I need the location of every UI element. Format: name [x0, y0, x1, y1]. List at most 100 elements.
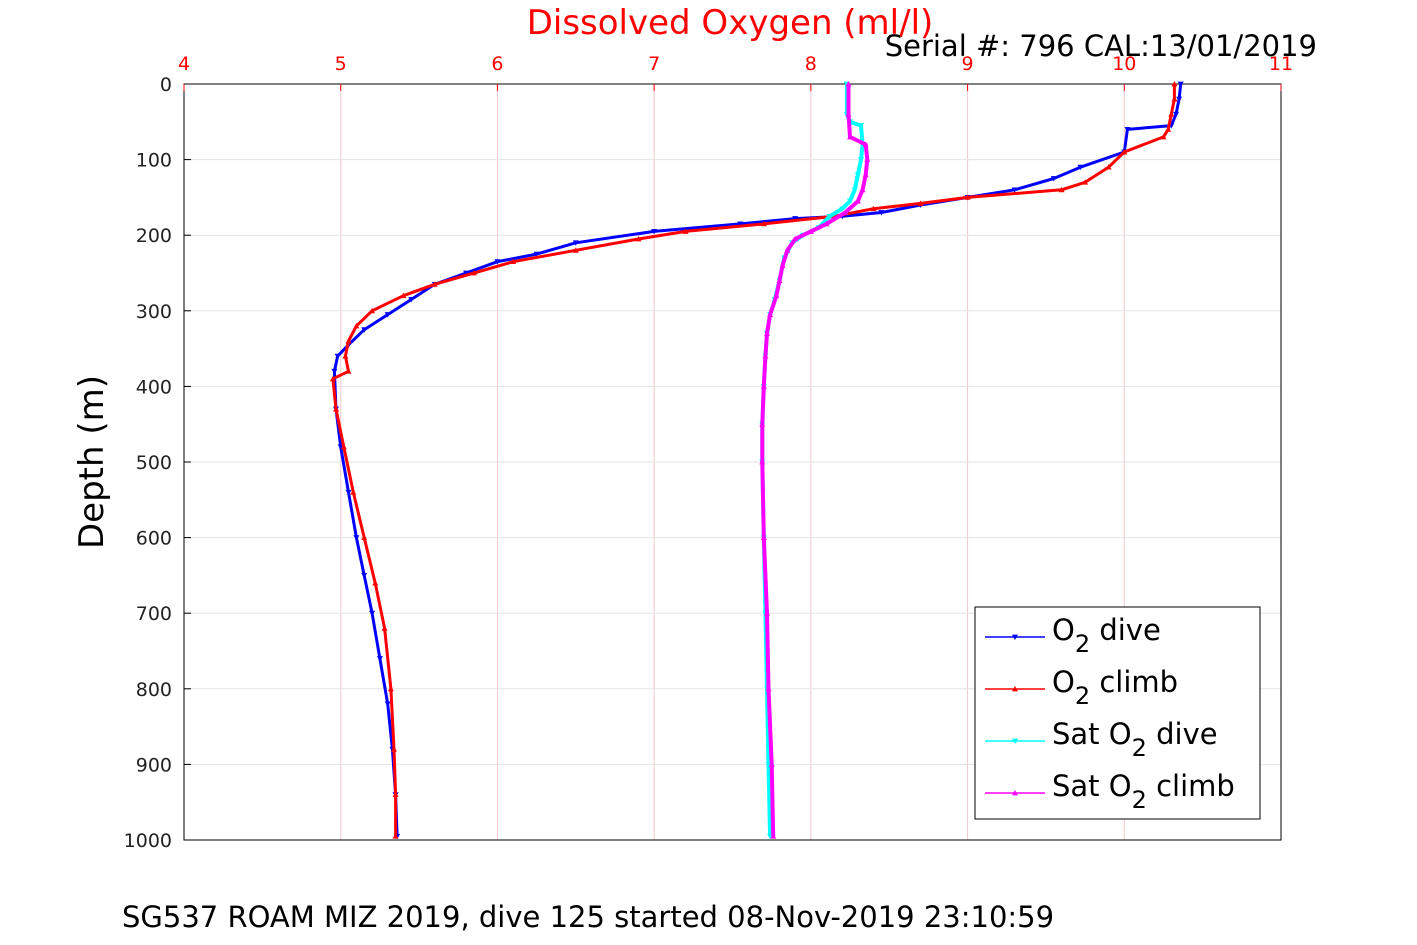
legend-box: [974, 606, 1261, 820]
data-point: [784, 247, 791, 253]
data-point: [858, 123, 865, 129]
legend-label-o2_dive: O2 dive: [1052, 613, 1161, 658]
data-point: [651, 229, 658, 235]
x-tick-label: 10: [1112, 53, 1136, 75]
data-point: [760, 220, 767, 227]
x-tick-label: 4: [178, 53, 190, 75]
data-point: [845, 111, 852, 117]
y-ticks: 0 100 200 300 400 500 600 700 800 900 1000: [124, 74, 191, 852]
data-point: [361, 534, 368, 540]
data-point: [842, 209, 849, 215]
data-point: [340, 443, 347, 450]
data-point: [826, 213, 833, 220]
data-point: [470, 270, 477, 276]
data-point: [1011, 187, 1018, 193]
data-point: [1171, 81, 1178, 87]
data-point: [847, 133, 854, 140]
y-tick-label: 900: [136, 754, 172, 776]
data-point: [345, 489, 352, 496]
legend-label-subscript: 2: [1075, 630, 1090, 658]
data-point: [854, 198, 861, 204]
data-point: [510, 258, 517, 265]
data-point: [333, 406, 340, 412]
data-point: [760, 534, 767, 540]
legend-marker-sat_climb: [1012, 790, 1018, 796]
data-point: [776, 277, 783, 283]
legend-label-prefix: O: [1052, 665, 1075, 699]
data-point: [372, 579, 379, 586]
legend-label-prefix: O: [1052, 613, 1075, 647]
data-point: [851, 187, 858, 193]
legend-label-suffix: dive: [1090, 613, 1161, 647]
data-point: [1165, 126, 1172, 132]
data-point: [384, 312, 391, 318]
data-point: [345, 338, 352, 344]
data-point: [917, 200, 924, 206]
data-point: [768, 761, 775, 767]
legend-label-subscript: 2: [1132, 786, 1147, 814]
data-point: [376, 656, 383, 662]
legend-label-subscript: 2: [1075, 682, 1090, 710]
legend-marker-o2_climb: [1012, 686, 1018, 692]
series-o2_climb: [329, 81, 1178, 839]
data-point: [1077, 164, 1084, 171]
chart-title: Dissolved Oxygen (ml/l): [527, 3, 934, 43]
data-point: [765, 685, 772, 692]
data-point: [1176, 96, 1183, 103]
data-point: [463, 270, 470, 276]
data-point: [431, 281, 438, 287]
y-tick-label: 200: [136, 225, 172, 247]
data-point: [870, 205, 877, 212]
data-point: [823, 220, 830, 227]
data-point: [1177, 81, 1184, 87]
data-point: [773, 292, 780, 299]
data-point: [763, 330, 770, 336]
data-point: [331, 368, 338, 375]
data-point: [635, 235, 642, 242]
data-point: [1171, 96, 1178, 102]
data-point: [390, 746, 397, 752]
data-point: [1124, 126, 1131, 133]
data-point: [767, 311, 774, 317]
x-tick-label: 5: [335, 53, 347, 75]
data-point: [792, 216, 799, 222]
data-point: [1168, 111, 1175, 117]
data-point: [839, 206, 846, 212]
y-tick-label: 600: [136, 528, 172, 550]
data-point: [369, 307, 376, 314]
y-tick-label: 700: [136, 603, 172, 625]
data-point: [353, 535, 360, 541]
y-tick-label: 1000: [124, 830, 172, 852]
x-tick-label: 6: [491, 53, 503, 75]
data-point: [847, 198, 854, 205]
data-point: [779, 262, 786, 268]
data-point: [400, 292, 407, 299]
y-tick-label: 100: [136, 150, 172, 172]
data-point: [353, 322, 360, 329]
data-point: [737, 221, 744, 227]
data-point: [792, 235, 799, 242]
legend-label-prefix: Sat O: [1052, 717, 1132, 751]
legend-label-prefix: Sat O: [1052, 769, 1132, 803]
y-tick-label: 300: [136, 301, 172, 323]
data-point: [392, 791, 399, 798]
x-tick-label: 11: [1269, 53, 1293, 75]
y-tick-label: 0: [160, 74, 172, 96]
legend-label-suffix: dive: [1147, 717, 1218, 751]
data-point: [854, 172, 861, 178]
legend-label-suffix: climb: [1090, 665, 1178, 699]
legend-label-subscript: 2: [1132, 734, 1147, 762]
legend-marker-sat_dive: [1012, 738, 1018, 744]
data-point: [862, 171, 869, 178]
x-tick-label: 8: [805, 53, 817, 75]
data-point: [864, 156, 871, 162]
data-point: [494, 259, 501, 265]
legend-label-sat_climb: Sat O2 climb: [1052, 769, 1235, 814]
legend-label-sat_dive: Sat O2 dive: [1052, 717, 1218, 762]
data-point: [759, 459, 766, 465]
legend-label-suffix: climb: [1147, 769, 1235, 803]
data-point: [1050, 176, 1057, 182]
data-point: [334, 353, 341, 360]
data-point: [807, 228, 814, 234]
